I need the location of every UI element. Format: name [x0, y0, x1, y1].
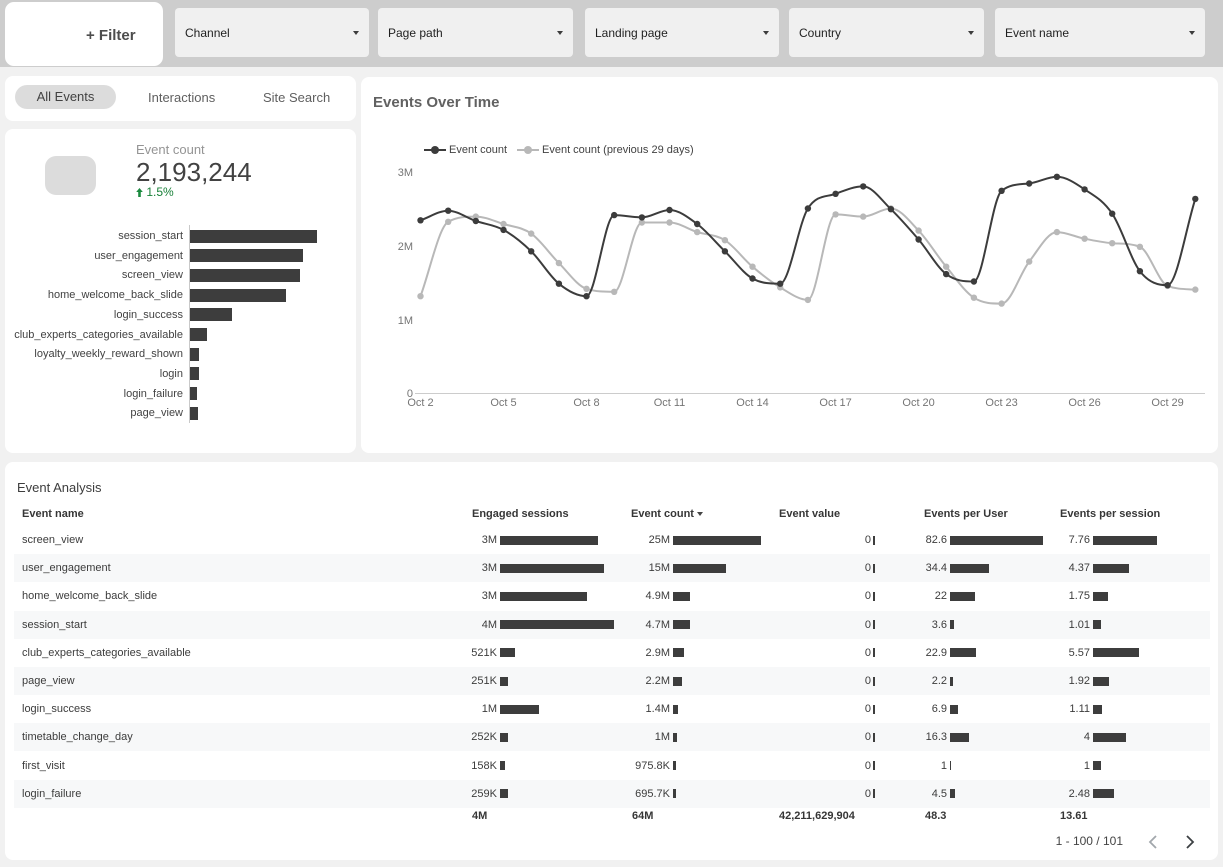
svg-text:Oct 20: Oct 20 [902, 397, 934, 409]
svg-text:1M: 1M [398, 315, 413, 327]
svg-text:Oct 23: Oct 23 [985, 397, 1017, 409]
svg-text:Oct 5: Oct 5 [490, 397, 516, 409]
svg-text:Oct 8: Oct 8 [573, 397, 599, 409]
svg-text:Oct 17: Oct 17 [819, 397, 851, 409]
svg-text:Oct 11: Oct 11 [654, 397, 686, 409]
svg-text:Oct 2: Oct 2 [407, 397, 433, 409]
svg-text:Oct 26: Oct 26 [1068, 397, 1100, 409]
svg-text:2M: 2M [398, 241, 413, 253]
svg-text:Oct 14: Oct 14 [736, 397, 768, 409]
svg-text:Oct 29: Oct 29 [1151, 397, 1183, 409]
svg-text:0: 0 [407, 388, 413, 400]
svg-text:3M: 3M [398, 167, 413, 179]
